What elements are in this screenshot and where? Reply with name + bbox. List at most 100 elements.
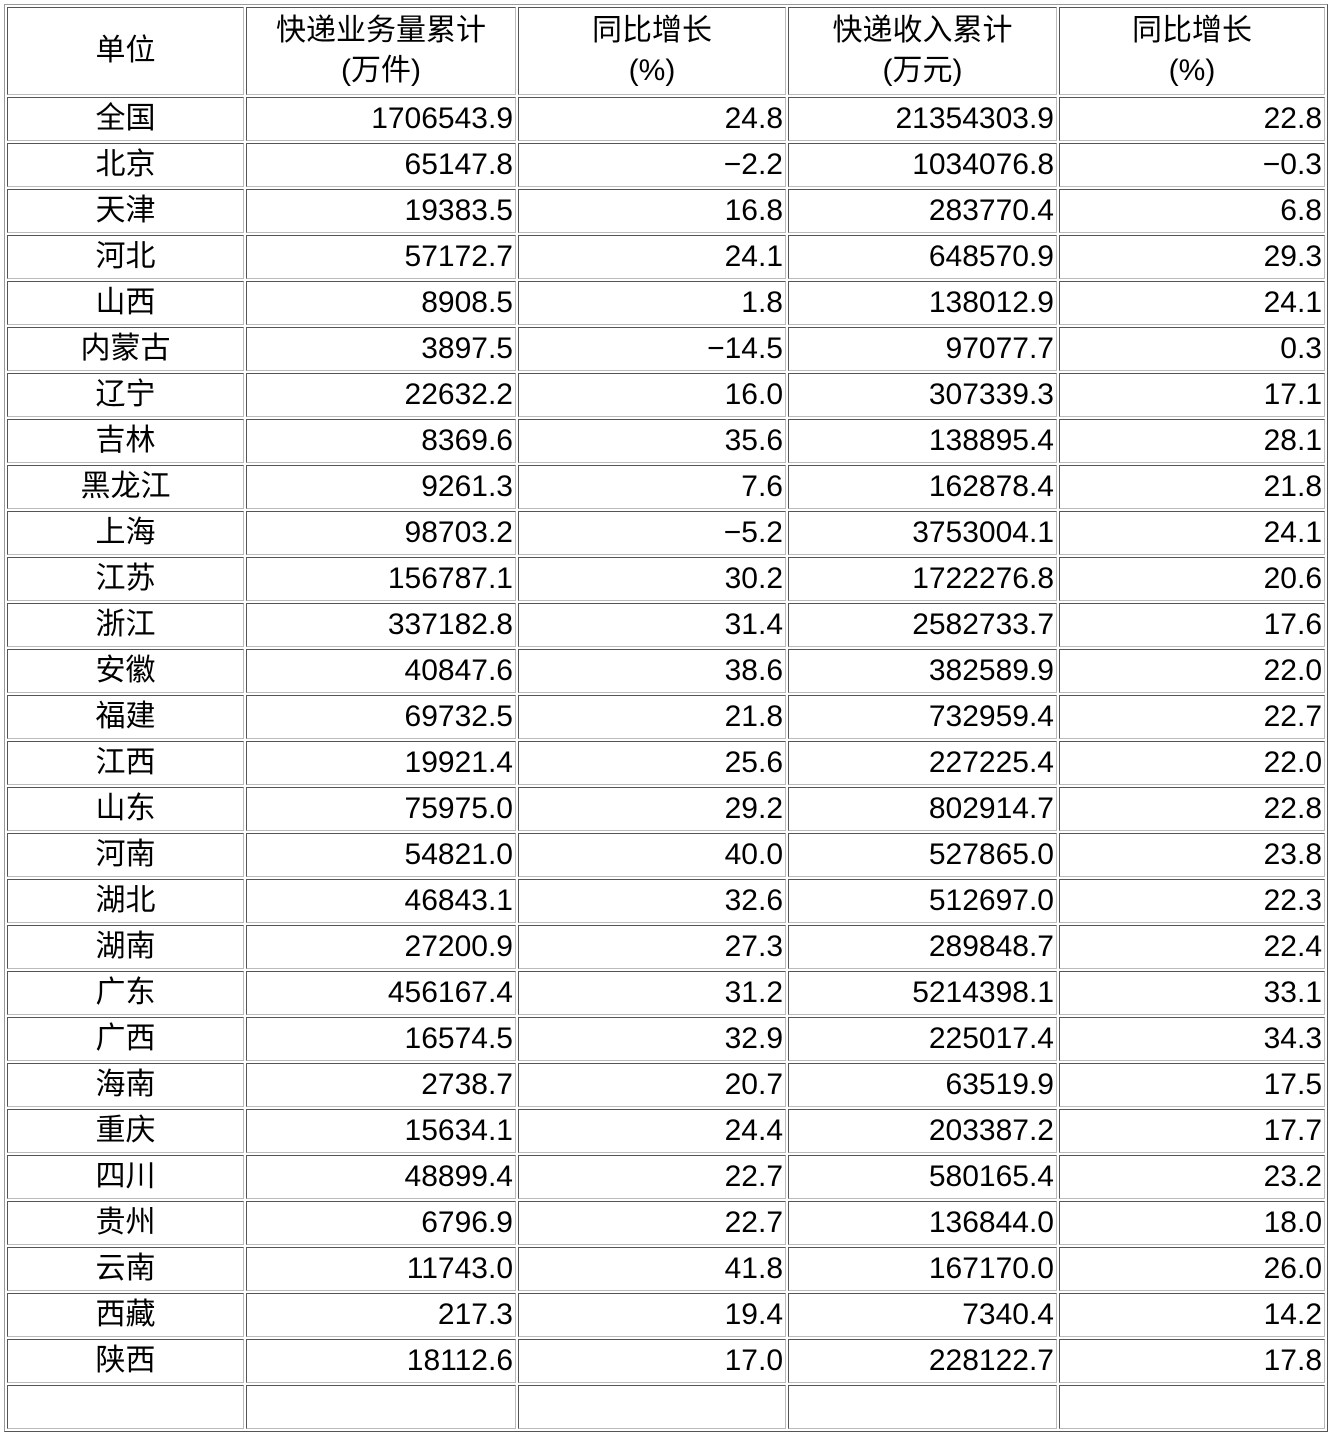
volume-growth-cell: 22.7 <box>518 1201 786 1245</box>
volume-growth-cell: 31.4 <box>518 603 786 647</box>
volume-cell: 337182.8 <box>246 603 516 647</box>
revenue-cell: 138012.9 <box>788 281 1057 325</box>
table-row: 江苏 156787.1 30.2 1722276.8 20.6 <box>7 557 1325 601</box>
volume-cell: 16574.5 <box>246 1017 516 1061</box>
volume-growth-cell: 29.2 <box>518 787 786 831</box>
volume-cell: 46843.1 <box>246 879 516 923</box>
revenue-growth-cell: 6.8 <box>1059 189 1325 233</box>
revenue-growth-cell: −0.3 <box>1059 143 1325 187</box>
revenue-cell: 227225.4 <box>788 741 1057 785</box>
volume-growth-cell: 24.8 <box>518 97 786 141</box>
volume-growth-cell: 20.7 <box>518 1063 786 1107</box>
revenue-cell: 63519.9 <box>788 1063 1057 1107</box>
revenue-growth-cell: 21.8 <box>1059 465 1325 509</box>
header-unit-text: (%) <box>1168 54 1216 87</box>
volume-growth-cell: −5.2 <box>518 511 786 555</box>
revenue-cell: 138895.4 <box>788 419 1057 463</box>
table-row: 河北 57172.7 24.1 648570.9 29.3 <box>7 235 1325 279</box>
revenue-growth-cell: 17.7 <box>1059 1109 1325 1153</box>
table-body: 全国 1706543.9 24.8 21354303.9 22.8 北京 65147.8 −2… <box>7 97 1325 1429</box>
revenue-cell: 167170.0 <box>788 1247 1057 1291</box>
header-unit-text: (%) <box>628 54 676 87</box>
revenue-growth-cell: 20.6 <box>1059 557 1325 601</box>
table-row: 山东 75975.0 29.2 802914.7 22.8 <box>7 787 1325 831</box>
volume-cell: 8369.6 <box>246 419 516 463</box>
revenue-growth-cell: 22.8 <box>1059 787 1325 831</box>
header-text: 快递收入累计 <box>832 14 1013 47</box>
revenue-cell: 228122.7 <box>788 1339 1057 1383</box>
revenue-growth-cell: 33.1 <box>1059 971 1325 1015</box>
revenue-growth-cell: 23.8 <box>1059 833 1325 877</box>
revenue-cell: 648570.9 <box>788 235 1057 279</box>
table-row: 内蒙古 3897.5 −14.5 97077.7 0.3 <box>7 327 1325 371</box>
table-row: 黑龙江 9261.3 7.6 162878.4 21.8 <box>7 465 1325 509</box>
unit-cell: 江苏 <box>7 557 244 601</box>
revenue-growth-cell: 17.8 <box>1059 1339 1325 1383</box>
header-unit-text: (万元) <box>882 54 963 87</box>
table-row-partial <box>7 1385 1325 1429</box>
header-volume-growth: 同比增长 (%) <box>518 7 786 95</box>
revenue-cell: 3753004.1 <box>788 511 1057 555</box>
header-volume: 快递业务量累计 (万件) <box>246 7 516 95</box>
table-row: 西藏 217.3 19.4 7340.4 14.2 <box>7 1293 1325 1337</box>
volume-cell: 1706543.9 <box>246 97 516 141</box>
revenue-cell: 97077.7 <box>788 327 1057 371</box>
unit-cell: 浙江 <box>7 603 244 647</box>
unit-cell: 河南 <box>7 833 244 877</box>
volume-cell <box>246 1385 516 1429</box>
volume-cell: 15634.1 <box>246 1109 516 1153</box>
table-row: 江西 19921.4 25.6 227225.4 22.0 <box>7 741 1325 785</box>
revenue-cell: 225017.4 <box>788 1017 1057 1061</box>
header-text: 同比增长 <box>1132 14 1252 47</box>
volume-cell: 2738.7 <box>246 1063 516 1107</box>
unit-cell: 安徽 <box>7 649 244 693</box>
volume-cell: 9261.3 <box>246 465 516 509</box>
revenue-cell: 7340.4 <box>788 1293 1057 1337</box>
unit-cell: 湖北 <box>7 879 244 923</box>
unit-cell: 广东 <box>7 971 244 1015</box>
revenue-growth-cell: 17.6 <box>1059 603 1325 647</box>
table-row: 四川 48899.4 22.7 580165.4 23.2 <box>7 1155 1325 1199</box>
volume-cell: 48899.4 <box>246 1155 516 1199</box>
unit-cell: 西藏 <box>7 1293 244 1337</box>
revenue-growth-cell: 22.7 <box>1059 695 1325 739</box>
unit-cell: 海南 <box>7 1063 244 1107</box>
table-row: 安徽 40847.6 38.6 382589.9 22.0 <box>7 649 1325 693</box>
table-row: 上海 98703.2 −5.2 3753004.1 24.1 <box>7 511 1325 555</box>
volume-cell: 27200.9 <box>246 925 516 969</box>
table-row: 天津 19383.5 16.8 283770.4 6.8 <box>7 189 1325 233</box>
table-row: 云南 11743.0 41.8 167170.0 26.0 <box>7 1247 1325 1291</box>
table-row: 全国 1706543.9 24.8 21354303.9 22.8 <box>7 97 1325 141</box>
table-row: 北京 65147.8 −2.2 1034076.8 −0.3 <box>7 143 1325 187</box>
revenue-cell: 1722276.8 <box>788 557 1057 601</box>
volume-cell: 156787.1 <box>246 557 516 601</box>
volume-growth-cell: 32.6 <box>518 879 786 923</box>
revenue-growth-cell: 29.3 <box>1059 235 1325 279</box>
header-text: 同比增长 <box>592 14 712 47</box>
revenue-cell: 136844.0 <box>788 1201 1057 1245</box>
unit-cell: 辽宁 <box>7 373 244 417</box>
volume-growth-cell: 25.6 <box>518 741 786 785</box>
table-row: 吉林 8369.6 35.6 138895.4 28.1 <box>7 419 1325 463</box>
volume-growth-cell: 38.6 <box>518 649 786 693</box>
unit-cell: 江西 <box>7 741 244 785</box>
revenue-cell: 283770.4 <box>788 189 1057 233</box>
volume-cell: 69732.5 <box>246 695 516 739</box>
volume-cell: 54821.0 <box>246 833 516 877</box>
revenue-cell: 162878.4 <box>788 465 1057 509</box>
volume-growth-cell: 40.0 <box>518 833 786 877</box>
volume-growth-cell: 35.6 <box>518 419 786 463</box>
header-unit-text: (万件) <box>341 54 421 87</box>
revenue-cell: 382589.9 <box>788 649 1057 693</box>
volume-cell: 65147.8 <box>246 143 516 187</box>
unit-cell: 天津 <box>7 189 244 233</box>
table-row: 贵州 6796.9 22.7 136844.0 18.0 <box>7 1201 1325 1245</box>
volume-cell: 22632.2 <box>246 373 516 417</box>
unit-cell: 四川 <box>7 1155 244 1199</box>
volume-growth-cell: 41.8 <box>518 1247 786 1291</box>
volume-growth-cell: 19.4 <box>518 1293 786 1337</box>
revenue-growth-cell: 17.5 <box>1059 1063 1325 1107</box>
unit-cell: 重庆 <box>7 1109 244 1153</box>
revenue-growth-cell: 18.0 <box>1059 1201 1325 1245</box>
volume-growth-cell: 17.0 <box>518 1339 786 1383</box>
